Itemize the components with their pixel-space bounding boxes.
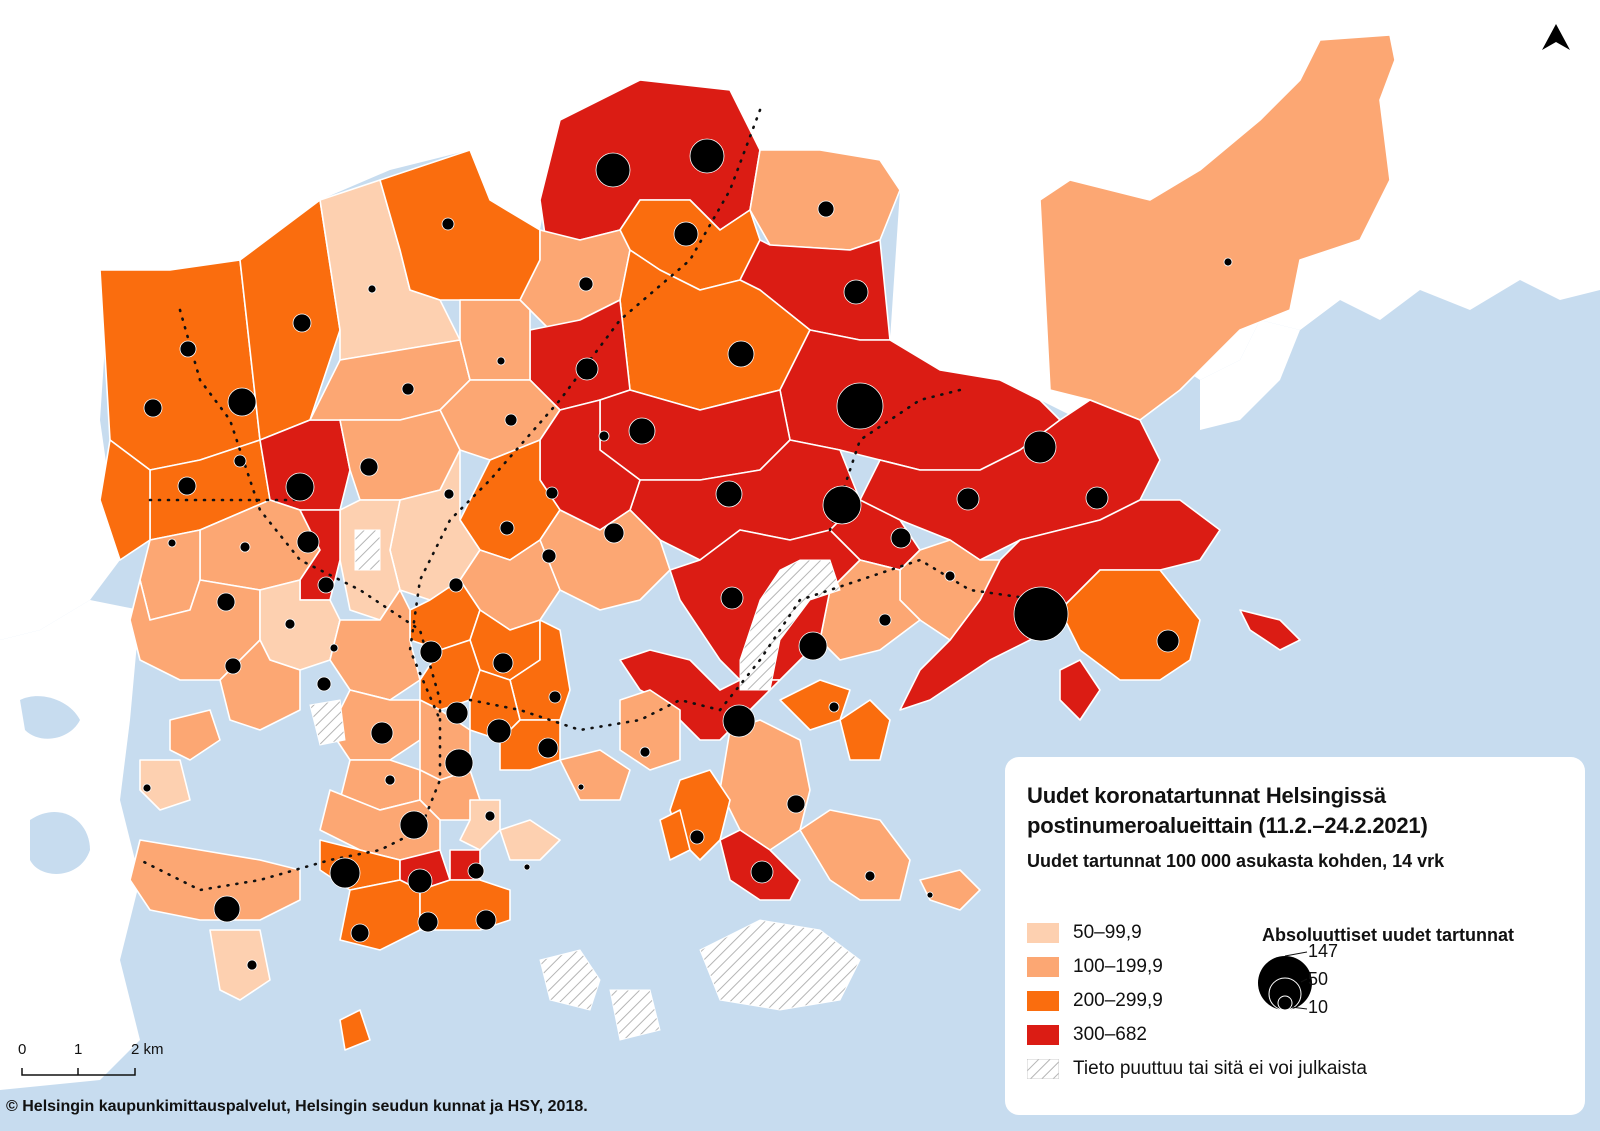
size-legend-title: Absoluuttiset uudet tartunnat: [1262, 925, 1514, 945]
legend-class-2: 100–199,9: [1027, 956, 1163, 978]
legend-swatch-3: [1027, 991, 1059, 1011]
legend-title-line2: postinumeroalueittain (11.2.–24.2.2021): [1027, 813, 1428, 838]
legend-class-4: 300–682: [1027, 1024, 1147, 1046]
legend-label-3: 200–299,9: [1073, 990, 1163, 1011]
copyright: © Helsingin kaupunkimittauspalvelut, Hel…: [6, 1098, 588, 1115]
surrounding-land: [0, 0, 1600, 1090]
scale-label-1: 1: [74, 1041, 83, 1058]
legend-panel: Uudet koronatartunnat Helsingissä postin…: [1005, 757, 1585, 1115]
scale-label-2: 2 km: [131, 1041, 164, 1058]
legend-swatch-missing: [1027, 1059, 1059, 1079]
legend-label-missing: Tieto puuttuu tai sitä ei voi julkaista: [1073, 1058, 1367, 1079]
legend-class-1: 50–99,9: [1027, 922, 1142, 944]
legend-swatch-2: [1027, 957, 1059, 977]
missing-data-areas: [309, 529, 861, 1041]
legend-missing: Tieto puuttuu tai sitä ei voi julkaista: [1027, 1058, 1367, 1080]
legend-class-3: 200–299,9: [1027, 990, 1163, 1012]
size-legend-value-10: 10: [1308, 997, 1329, 1017]
legend-subtitle: Uudet tartunnat 100 000 asukasta kohden,…: [1027, 851, 1445, 871]
legend-label-1: 50–99,9: [1073, 922, 1142, 943]
legend-swatch-4: [1027, 1025, 1059, 1045]
legend-label-2: 100–199,9: [1073, 956, 1163, 977]
case-circles: [142, 138, 1233, 971]
legend-title-line1: Uudet koronatartunnat Helsingissä: [1027, 783, 1386, 808]
legend-label-4: 300–682: [1073, 1024, 1147, 1045]
transit-lines: [138, 108, 1042, 892]
scale-label-0: 0: [18, 1041, 27, 1058]
district-polygons: [99, 34, 1396, 1051]
legend-swatch-1: [1027, 923, 1059, 943]
size-legend-value-147: 147: [1308, 941, 1339, 961]
size-legend-circles: [1258, 951, 1312, 1011]
north-arrow-icon: [1542, 24, 1570, 50]
scale-bar: [21, 1068, 136, 1076]
size-legend-value-50: 50: [1308, 969, 1329, 989]
